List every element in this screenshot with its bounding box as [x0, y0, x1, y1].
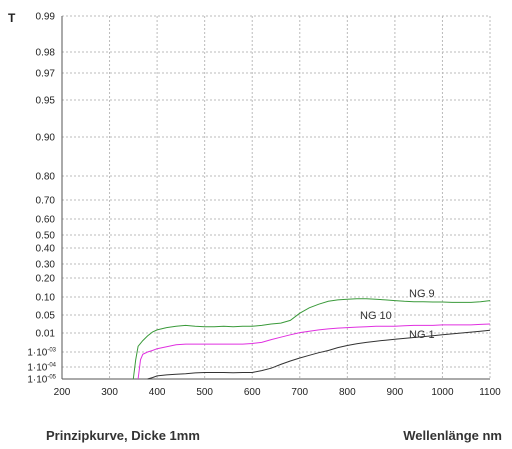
y-tick-label: 0.90 — [36, 133, 56, 144]
y-tick-label: 0.50 — [36, 231, 56, 242]
y-tick-label: 0.99 — [36, 12, 56, 23]
x-tick-label: 300 — [101, 387, 118, 398]
x-tick-label: 500 — [196, 387, 213, 398]
x-axis-title: Wellenlänge nm — [403, 428, 502, 443]
chart-caption: Prinzipkurve, Dicke 1mm — [46, 428, 200, 443]
x-tick-label: 900 — [387, 387, 404, 398]
y-tick-label: 0.30 — [36, 260, 56, 271]
y-tick-label: 0.97 — [36, 69, 56, 80]
grid-lines — [61, 15, 491, 380]
y-tick-label: 0.95 — [36, 96, 56, 107]
series-label: NG 10 — [360, 310, 392, 322]
y-tick-label: 0.10 — [36, 293, 56, 304]
y-tick-label: 1·10-05 — [27, 375, 56, 386]
y-tick-label: 0.05 — [36, 311, 56, 322]
x-tick-label: 600 — [244, 387, 261, 398]
y-tick-label: 0.70 — [36, 196, 56, 207]
y-tick-label: 0.40 — [36, 244, 56, 255]
series-line-ng-10 — [137, 323, 491, 380]
y-tick-label: 0.01 — [36, 329, 56, 340]
x-tick-label: 1000 — [431, 387, 454, 398]
series-lines — [132, 298, 491, 380]
y-tick-label: 0.80 — [36, 172, 56, 183]
x-tick-label: 1100 — [479, 387, 501, 398]
x-tick-label: 200 — [54, 387, 71, 398]
x-tick-labels: 200 300 400 500 600 700 800 900 1000 1100 — [54, 387, 502, 398]
x-tick-label: 700 — [291, 387, 308, 398]
series-label: NG 1 — [409, 329, 435, 341]
y-tick-label: 1·10-04 — [27, 363, 56, 374]
x-tick-label: 400 — [149, 387, 166, 398]
series-label: NG 9 — [409, 288, 435, 300]
y-tick-labels: 1·10-051·10-04 1·10-03 0.01 0.05 0.10 0.20 0.3… — [27, 12, 56, 386]
series-line-ng-1 — [147, 329, 491, 380]
series-line-ng-9 — [132, 298, 491, 380]
y-axis-title: T — [8, 11, 16, 25]
transmission-chart: 1·10-051·10-04 1·10-03 0.01 0.05 0.10 0.20 0.3… — [8, 11, 502, 398]
y-tick-label: 0.98 — [36, 48, 56, 59]
x-tick-label: 800 — [339, 387, 356, 398]
y-tick-label: 0.60 — [36, 215, 56, 226]
series-labels: NG 9 NG 10 NG 1 — [360, 288, 435, 341]
y-tick-label: 1·10-03 — [27, 348, 56, 359]
axes — [61, 16, 490, 380]
y-tick-label: 0.20 — [36, 274, 56, 285]
